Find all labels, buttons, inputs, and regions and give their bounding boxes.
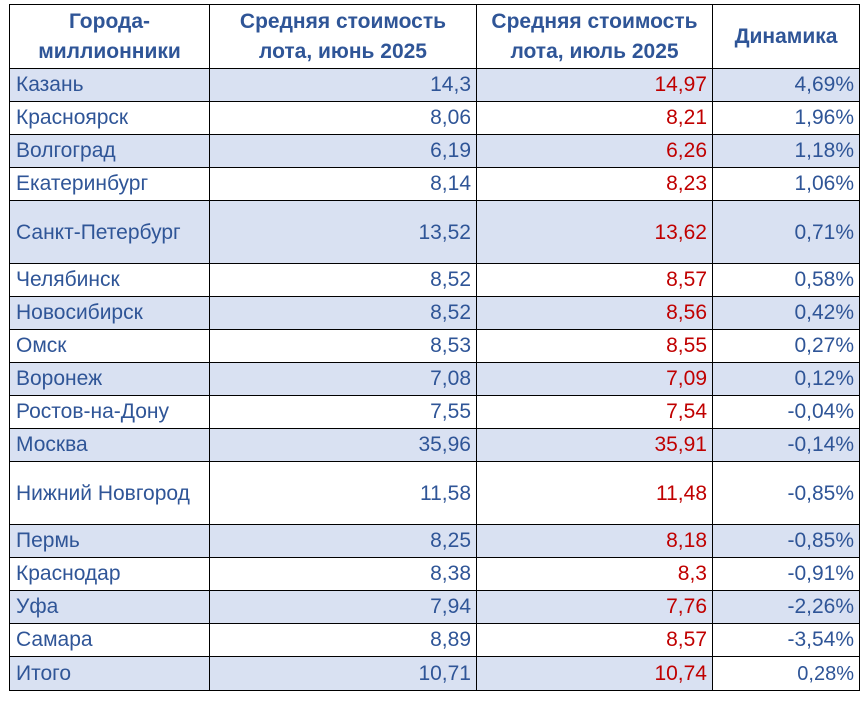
july-cell: 8,55 [476, 329, 713, 363]
city-cell: Москва [9, 428, 210, 462]
city-cell: Ростов-на-Дону [9, 395, 210, 429]
table-row: Екатеринбург 8,14 8,23 1,06% [9, 167, 860, 201]
july-cell: 7,76 [476, 590, 713, 624]
june-cell: 35,96 [209, 428, 477, 462]
july-cell: 8,23 [476, 167, 713, 201]
dynamics-cell: -0,91% [712, 557, 860, 591]
city-cell: Красноярск [9, 101, 210, 135]
dynamics-cell: 0,71% [712, 200, 860, 264]
june-cell: 6,19 [209, 134, 477, 168]
table-row: Самара 8,89 8,57 -3,54% [9, 623, 860, 657]
city-cell: Екатеринбург [9, 167, 210, 201]
city-cell: Челябинск [9, 263, 210, 297]
june-cell: 7,08 [209, 362, 477, 396]
june-cell: 8,38 [209, 557, 477, 591]
june-cell: 8,53 [209, 329, 477, 363]
table-row: Воронеж 7,08 7,09 0,12% [9, 362, 860, 396]
july-cell: 8,56 [476, 296, 713, 330]
dynamics-cell: 0,42% [712, 296, 860, 330]
june-cell: 8,25 [209, 524, 477, 558]
july-cell: 7,54 [476, 395, 713, 429]
table-row: Казань 14,3 14,97 4,69% [9, 68, 860, 102]
july-cell: 8,3 [476, 557, 713, 591]
july-cell: 8,18 [476, 524, 713, 558]
june-cell: 8,89 [209, 623, 477, 657]
july-cell: 8,21 [476, 101, 713, 135]
dynamics-cell: -3,54% [712, 623, 860, 657]
dynamics-cell: -2,26% [712, 590, 860, 624]
dynamics-cell: 1,96% [712, 101, 860, 135]
city-cell: Казань [9, 68, 210, 102]
city-cell: Уфа [9, 590, 210, 624]
dynamics-cell: -0,85% [712, 461, 860, 525]
dynamics-cell: 0,12% [712, 362, 860, 396]
header-city: Города-миллионники [9, 4, 210, 69]
city-cell: Нижний Новгород [9, 461, 210, 525]
table-row: Уфа 7,94 7,76 -2,26% [9, 590, 860, 624]
header-row: Города-миллионники Средняя стоимость лот… [9, 4, 860, 69]
table-row: Челябинск 8,52 8,57 0,58% [9, 263, 860, 297]
header-dynamics: Динамика [712, 4, 860, 69]
total-july-cell: 10,74 [476, 656, 713, 691]
table-row: Пермь 8,25 8,18 -0,85% [9, 524, 860, 558]
city-cell: Волгоград [9, 134, 210, 168]
total-label-cell: Итого [9, 656, 210, 691]
june-cell: 8,52 [209, 263, 477, 297]
dynamics-cell: 0,58% [712, 263, 860, 297]
june-cell: 7,55 [209, 395, 477, 429]
total-row: Итого 10,71 10,74 0,28% [9, 656, 860, 691]
header-june: Средняя стоимость лота, июнь 2025 [209, 4, 477, 69]
july-cell: 14,97 [476, 68, 713, 102]
july-cell: 11,48 [476, 461, 713, 525]
table-row: Омск 8,53 8,55 0,27% [9, 329, 860, 363]
table-row: Москва 35,96 35,91 -0,14% [9, 428, 860, 462]
table-row: Красноярск 8,06 8,21 1,96% [9, 101, 860, 135]
table-row: Санкт-Петербург 13,52 13,62 0,71% [9, 200, 860, 264]
city-cell: Воронеж [9, 362, 210, 396]
july-cell: 6,26 [476, 134, 713, 168]
city-cell: Самара [9, 623, 210, 657]
header-july: Средняя стоимость лота, июль 2025 [476, 4, 713, 69]
city-cell: Санкт-Петербург [9, 200, 210, 264]
dynamics-cell: 1,18% [712, 134, 860, 168]
total-june-cell: 10,71 [209, 656, 477, 691]
city-cell: Краснодар [9, 557, 210, 591]
dynamics-cell: -0,85% [712, 524, 860, 558]
dynamics-cell: -0,14% [712, 428, 860, 462]
july-cell: 8,57 [476, 623, 713, 657]
june-cell: 13,52 [209, 200, 477, 264]
june-cell: 14,3 [209, 68, 477, 102]
table-row: Нижний Новгород 11,58 11,48 -0,85% [9, 461, 860, 525]
table-row: Ростов-на-Дону 7,55 7,54 -0,04% [9, 395, 860, 429]
dynamics-cell: 1,06% [712, 167, 860, 201]
city-cell: Пермь [9, 524, 210, 558]
july-cell: 7,09 [476, 362, 713, 396]
june-cell: 11,58 [209, 461, 477, 525]
dynamics-cell: 4,69% [712, 68, 860, 102]
table-row: Новосибирск 8,52 8,56 0,42% [9, 296, 860, 330]
june-cell: 8,52 [209, 296, 477, 330]
total-dynamics-cell: 0,28% [712, 656, 860, 691]
table-row: Краснодар 8,38 8,3 -0,91% [9, 557, 860, 591]
june-cell: 7,94 [209, 590, 477, 624]
city-cell: Новосибирск [9, 296, 210, 330]
july-cell: 35,91 [476, 428, 713, 462]
dynamics-cell: -0,04% [712, 395, 860, 429]
july-cell: 8,57 [476, 263, 713, 297]
city-lot-price-table: Города-миллионники Средняя стоимость лот… [9, 4, 860, 691]
june-cell: 8,06 [209, 101, 477, 135]
table-row: Волгоград 6,19 6,26 1,18% [9, 134, 860, 168]
city-cell: Омск [9, 329, 210, 363]
dynamics-cell: 0,27% [712, 329, 860, 363]
june-cell: 8,14 [209, 167, 477, 201]
july-cell: 13,62 [476, 200, 713, 264]
